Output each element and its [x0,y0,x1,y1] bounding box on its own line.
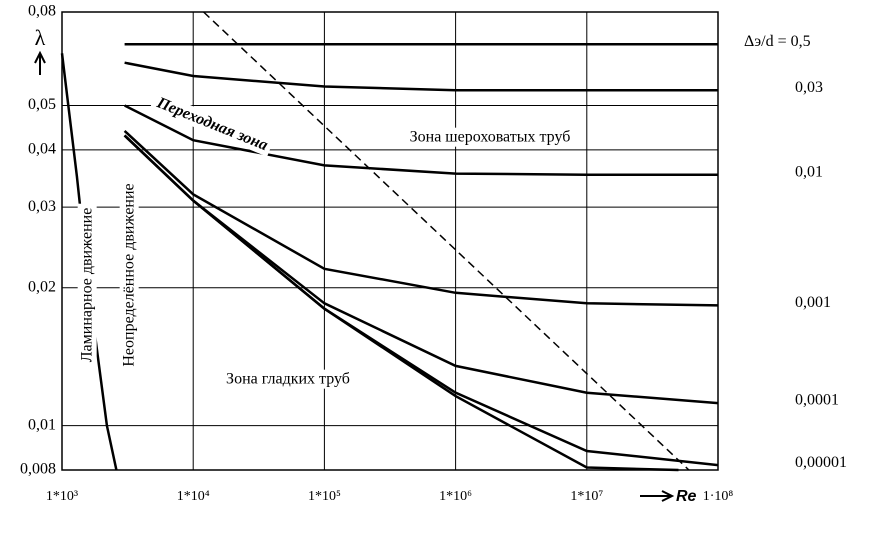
annotation-text: Ламинарное движение [79,208,96,363]
annotation-bg [119,179,139,371]
annotation: Зона гладких труб [222,369,354,389]
annotation-bg [149,91,275,157]
curve-label: 0,03 [795,79,823,96]
annotation: Зона шероховатых труб [405,127,575,147]
annotation-text: Зона шероховатых труб [410,129,571,146]
boundary-line [203,11,690,471]
curve [124,61,718,92]
x-tick-label: 1*10⁴ [177,489,210,504]
curve [124,104,718,176]
y-tick-label: 0,04 [28,141,56,158]
y-tick-label: 0,02 [28,278,56,295]
annotation: Переходная зона [149,91,275,157]
curve-label: 0,01 [795,163,823,180]
y-arrow [34,50,46,75]
y-axis-label: λ [35,25,46,50]
y-tick-label: 0,05 [28,96,56,113]
annotation-bg [77,203,97,367]
x-tick-label: 1*10⁵ [308,489,341,504]
curve-label: 0,0001 [795,392,839,409]
y-tick-label: 0,03 [28,198,56,215]
annotation-bg [405,127,575,147]
annotation-bg [222,369,354,389]
x-tick-label: 1*10⁶ [439,489,472,504]
annotation-text: Переходная зона [154,94,271,154]
x-arrow [640,490,675,502]
x-axis-label: Re [676,488,697,505]
curve-label: 0,00001 [795,454,847,471]
y-tick-label: 0,01 [28,416,56,433]
curve [123,134,719,467]
annotation-text: Зона гладких труб [226,371,350,388]
y-tick-label: 0,08 [28,3,56,20]
curve-label: Δэ/d = 0,5 [744,33,811,50]
curve-label: 0,001 [795,294,831,311]
annotation: Ламинарное движение [77,203,97,367]
y-tick-label: 0,008 [20,461,56,478]
x-tick-label: 1*10³ [46,489,78,504]
x-tick-label: 1*10⁷ [570,489,603,504]
curve [123,134,679,472]
curve [123,129,719,307]
annotation: Неопределённое движение [119,179,139,371]
annotation-text: Неопределённое движение [121,183,138,366]
x-tick-label: 1·10⁸ [703,489,734,504]
plot-frame [61,11,719,471]
